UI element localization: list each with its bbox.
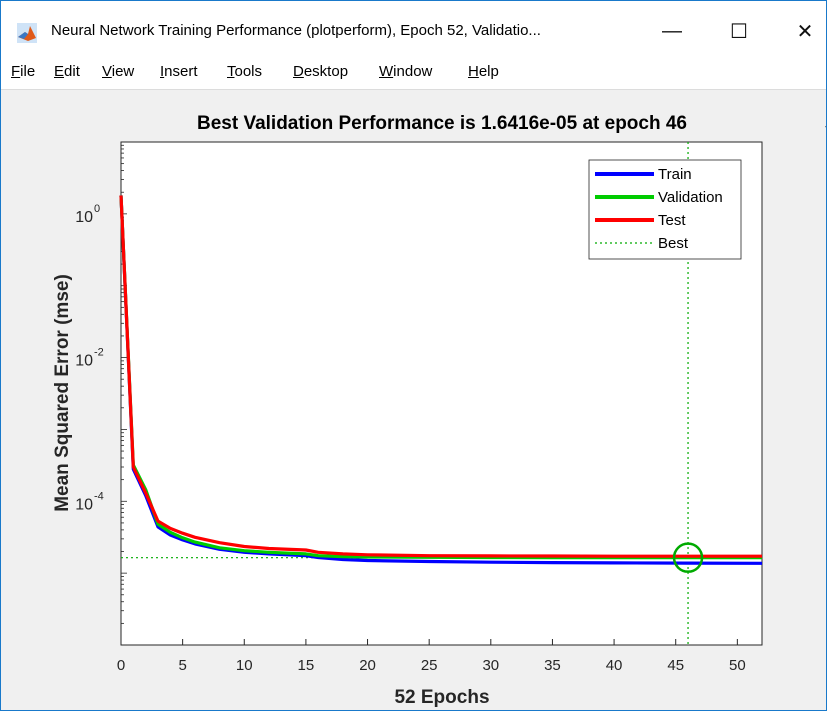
menu-view[interactable]: View bbox=[102, 63, 134, 80]
chart-title: Best Validation Performance is 1.6416e-0… bbox=[197, 113, 687, 134]
close-icon: ✕ bbox=[797, 19, 814, 44]
maximize-icon: ☐ bbox=[730, 19, 748, 44]
legend-validation-label: Validation bbox=[658, 189, 723, 206]
x-axis-label: 52 Epochs bbox=[394, 687, 489, 708]
menu-window[interactable]: Window bbox=[379, 63, 432, 80]
menu-file[interactable]: File bbox=[11, 63, 35, 80]
close-button[interactable]: ✕ bbox=[782, 11, 827, 51]
menu-help[interactable]: Help bbox=[468, 63, 499, 80]
legend-train-label: Train bbox=[658, 166, 692, 183]
x-tick-label: 35 bbox=[544, 657, 561, 674]
figure-canvas: Best Validation Performance is 1.6416e-0… bbox=[2, 90, 825, 710]
legend-best-label: Best bbox=[658, 235, 689, 252]
menu-edit[interactable]: Edit bbox=[54, 63, 80, 80]
x-tick-label: 20 bbox=[359, 657, 376, 674]
y-tick-label: 10 bbox=[75, 496, 93, 513]
window-title: Neural Network Training Performance (plo… bbox=[51, 22, 541, 39]
x-tick-label: 30 bbox=[482, 657, 499, 674]
y-tick-label: 10 bbox=[75, 353, 93, 370]
y-tick-exponent: 0 bbox=[94, 203, 100, 215]
menu-desktop[interactable]: Desktop bbox=[293, 63, 348, 80]
x-tick-label: 5 bbox=[178, 657, 186, 674]
maximize-button[interactable]: ☐ bbox=[716, 11, 762, 51]
menu-tools[interactable]: Tools bbox=[227, 63, 262, 80]
x-tick-label: 40 bbox=[606, 657, 623, 674]
y-tick-exponent: -2 bbox=[94, 347, 104, 359]
y-axis-label: Mean Squared Error (mse) bbox=[52, 274, 73, 512]
minimize-icon: — bbox=[662, 20, 682, 43]
x-tick-label: 50 bbox=[729, 657, 746, 674]
y-tick-exponent: -4 bbox=[94, 490, 104, 502]
x-tick-label: 0 bbox=[117, 657, 125, 674]
menu-bar: File Edit View Insert Tools Desktop Wind… bbox=[1, 57, 826, 90]
legend-test-label: Test bbox=[658, 212, 686, 229]
performance-chart[interactable]: Best Validation Performance is 1.6416e-0… bbox=[2, 90, 825, 710]
x-tick-label: 25 bbox=[421, 657, 438, 674]
minimize-button[interactable]: — bbox=[649, 11, 695, 51]
menu-insert[interactable]: Insert bbox=[160, 63, 198, 80]
matlab-icon bbox=[17, 23, 37, 43]
y-tick-label: 10 bbox=[75, 209, 93, 226]
x-tick-label: 10 bbox=[236, 657, 253, 674]
chart-legend: Train Validation Test Best bbox=[589, 160, 741, 259]
title-bar[interactable]: Neural Network Training Performance (plo… bbox=[1, 1, 826, 57]
x-tick-label: 15 bbox=[298, 657, 315, 674]
x-tick-label: 45 bbox=[667, 657, 684, 674]
